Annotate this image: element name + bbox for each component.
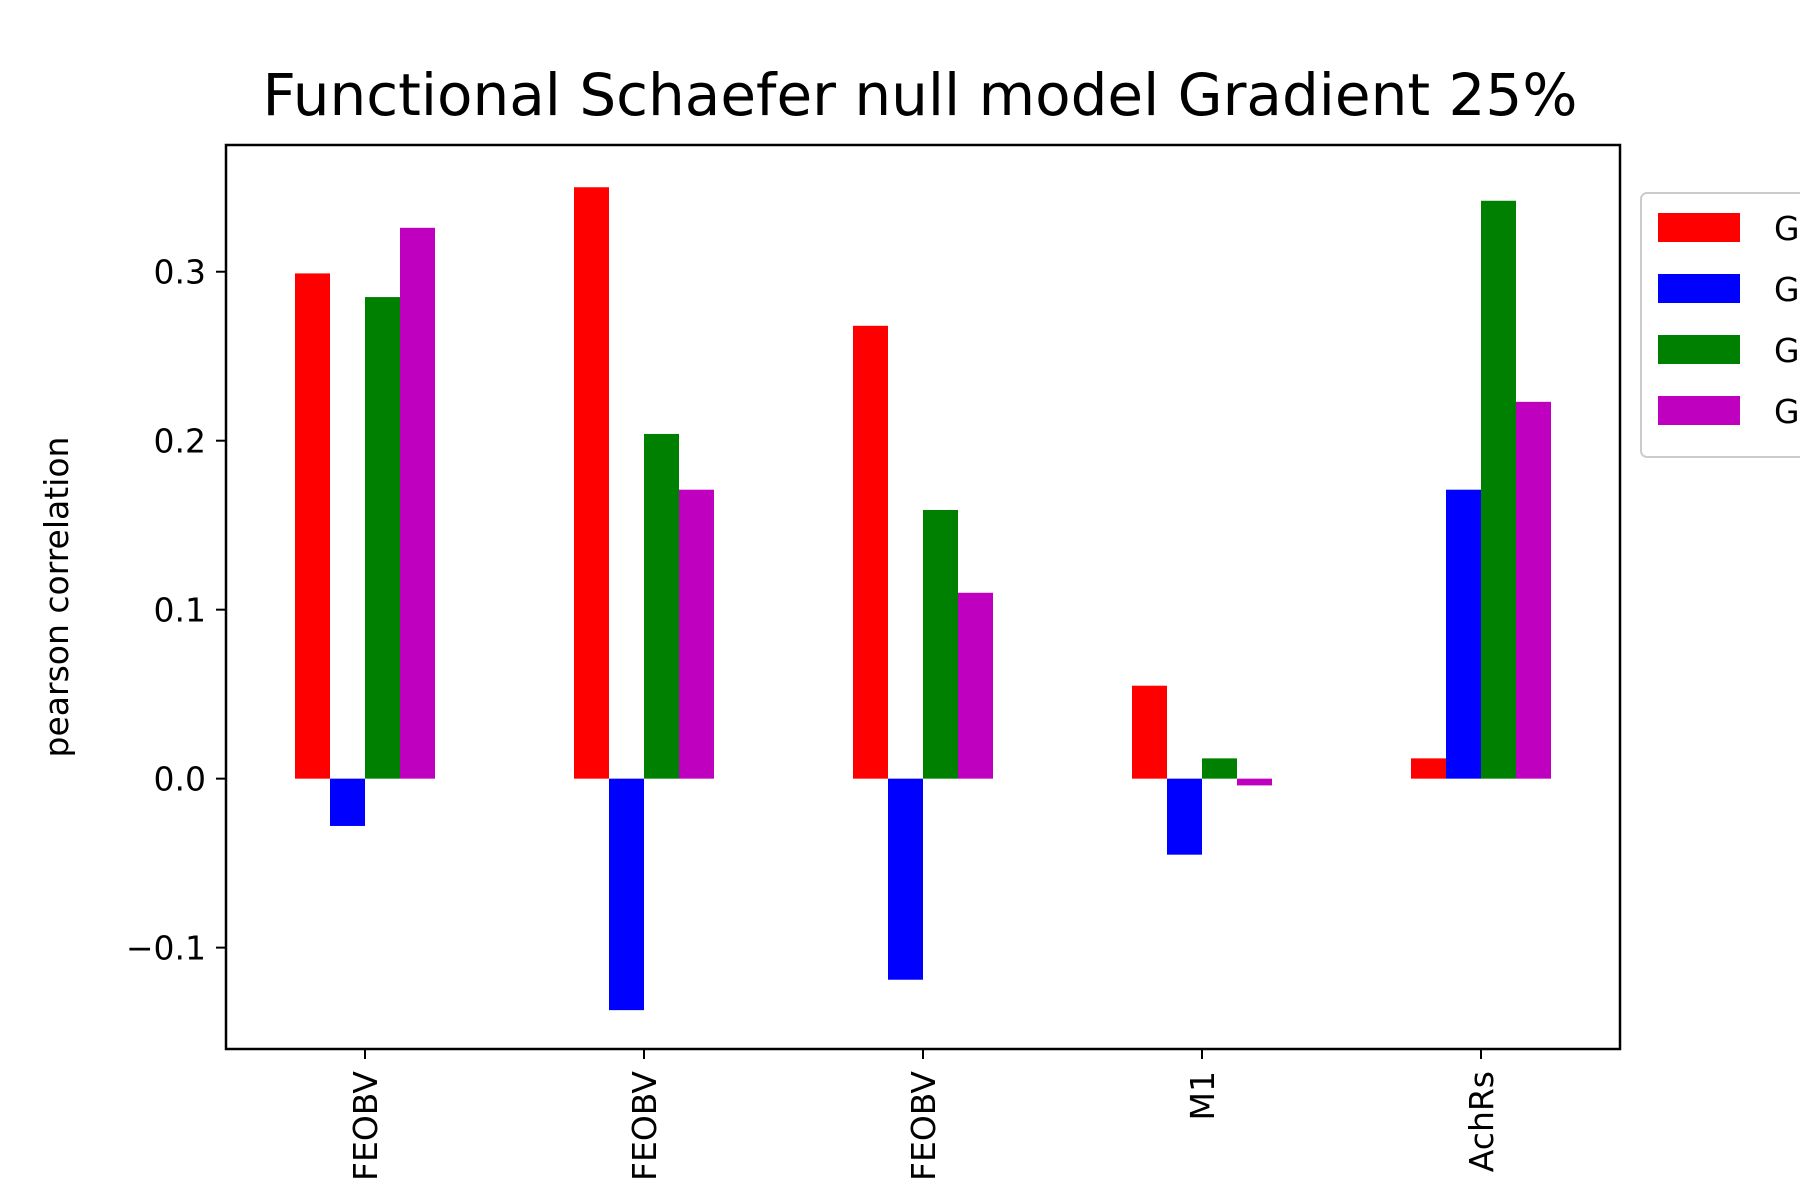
bar-4-series-1 — [1132, 685, 1167, 779]
legend-swatch — [1658, 274, 1740, 303]
x-tick-label: FEOBV — [346, 1071, 385, 1181]
legend-label: G — [1774, 209, 1800, 248]
y-tick-label: 0.1 — [154, 591, 206, 630]
bar-5-series-4 — [1516, 401, 1551, 779]
legend-swatch — [1658, 396, 1740, 425]
legend-label: G — [1774, 270, 1800, 309]
bar-4-series-4 — [1237, 778, 1272, 786]
y-tick-label: 0.3 — [154, 253, 206, 292]
bar-3-series-2 — [888, 778, 923, 980]
bar-3-series-1 — [853, 325, 888, 779]
bar-1-series-2 — [330, 778, 365, 826]
bars-layer — [295, 187, 1551, 1011]
bar-1-series-4 — [400, 227, 435, 779]
y-tick-label: 0.2 — [154, 422, 206, 461]
x-tick-label: M1 — [1183, 1071, 1222, 1120]
bar-3-series-4 — [958, 592, 993, 779]
bar-5-series-3 — [1481, 200, 1516, 779]
legend-label: G — [1774, 392, 1800, 431]
legend-frame — [1640, 192, 1800, 458]
bar-5-series-2 — [1446, 489, 1481, 779]
bar-2-series-3 — [644, 433, 679, 779]
bar-4-series-3 — [1202, 758, 1237, 779]
bar-1-series-3 — [365, 297, 400, 779]
bar-5-series-1 — [1411, 758, 1446, 779]
bar-2-series-2 — [609, 778, 644, 1011]
chart-title: Functional Schaefer null model Gradient … — [263, 61, 1578, 129]
legend-swatch — [1658, 335, 1740, 364]
y-axis-label: pearson correlation — [37, 437, 76, 758]
bar-2-series-1 — [574, 187, 609, 779]
x-tick-label: FEOBV — [904, 1071, 943, 1181]
bar-2-series-4 — [679, 489, 714, 779]
legend-label: G — [1774, 331, 1800, 370]
y-tick-label: 0.0 — [154, 760, 206, 799]
bar-1-series-1 — [295, 273, 330, 779]
x-tick-label: FEOBV — [625, 1071, 664, 1181]
bar-4-series-2 — [1167, 778, 1202, 855]
x-tick-label: AchRs — [1462, 1071, 1501, 1172]
bar-3-series-3 — [923, 509, 958, 779]
axes-layer: −0.1 0.0 0.1 0.2 0.3 FEOBV FEOBV FEOBV M1 AchRs — [126, 143, 1622, 1181]
y-tick-label: −0.1 — [126, 929, 206, 968]
legend-swatch — [1658, 213, 1740, 242]
